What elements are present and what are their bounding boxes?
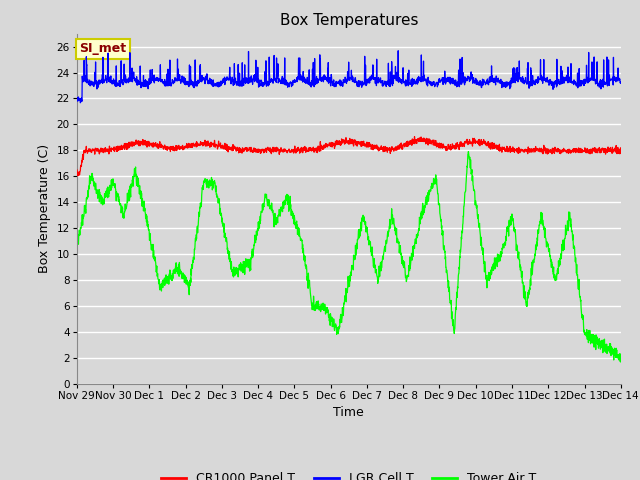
Y-axis label: Box Temperature (C): Box Temperature (C) [38,144,51,274]
Text: SI_met: SI_met [79,42,127,55]
X-axis label: Time: Time [333,407,364,420]
Title: Box Temperatures: Box Temperatures [280,13,418,28]
Legend: CR1000 Panel T, LGR Cell T, Tower Air T: CR1000 Panel T, LGR Cell T, Tower Air T [156,468,541,480]
